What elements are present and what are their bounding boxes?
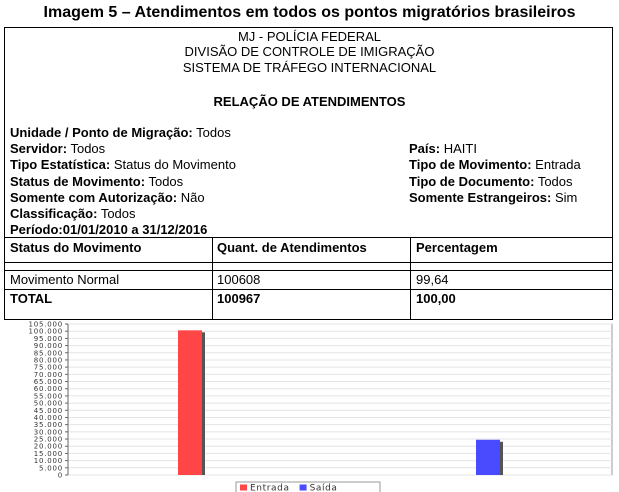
field-value: Status do Movimento bbox=[113, 157, 236, 173]
legend-box bbox=[235, 481, 381, 492]
rule bbox=[4, 289, 613, 290]
field-label: Somente com Autorização: bbox=[10, 189, 178, 205]
table-header: Percentagem bbox=[416, 240, 498, 255]
field: Unidade / Ponto de Migração: Todos bbox=[10, 125, 231, 140]
field-label: Tipo de Movimento: bbox=[409, 157, 532, 173]
y-tick-label: 40.000 bbox=[34, 414, 63, 422]
table-cell: 100608 bbox=[217, 272, 261, 287]
field-label: Classificação: bbox=[10, 206, 98, 221]
field-label: Unidade / Ponto de Migração: bbox=[10, 125, 193, 140]
field-value: Todos bbox=[70, 141, 106, 157]
field: Período:01/01/2010 a 31/12/2016 bbox=[10, 222, 207, 237]
y-tick-label: 80.000 bbox=[34, 356, 63, 364]
y-tick-label: 65.000 bbox=[34, 378, 63, 386]
y-tick-label: 10.000 bbox=[34, 457, 63, 465]
bar-shadow bbox=[201, 332, 205, 475]
y-tick-label: 105.000 bbox=[28, 321, 63, 329]
field-value: 01/01/2010 a 31/12/2016 bbox=[62, 222, 208, 238]
y-tick-label: 85.000 bbox=[34, 349, 63, 357]
field: Servidor: Todos bbox=[10, 141, 105, 156]
field: Classificação: Todos bbox=[10, 206, 136, 221]
field-value: HAITI bbox=[443, 141, 477, 157]
legend-label: Entrada bbox=[250, 484, 290, 492]
field-label: Período: bbox=[10, 222, 63, 238]
field: Tipo de Movimento: Entrada bbox=[409, 157, 581, 172]
bar-shadow bbox=[499, 441, 503, 475]
field-label: Tipo Estatística: bbox=[10, 157, 111, 173]
field-label: Tipo de Documento: bbox=[409, 173, 535, 189]
legend-swatch bbox=[299, 484, 307, 491]
y-tick-label: 30.000 bbox=[34, 428, 63, 436]
field: Tipo de Documento: Todos bbox=[409, 174, 573, 189]
field: Somente Estrangeiros: Sim bbox=[409, 190, 577, 205]
chart: 05.00010.00015.00020.00025.00030.00035.0… bbox=[28, 321, 613, 492]
y-tick-label: 55.000 bbox=[34, 392, 63, 400]
plot-area bbox=[67, 323, 613, 476]
field-value: Entrada bbox=[535, 157, 581, 173]
header-line: DIVISÃO DE CONTROLE DE IMIGRAÇÃO bbox=[184, 44, 435, 59]
y-tick-label: 45.000 bbox=[34, 407, 63, 415]
report-title: RELAÇÃO DE ATENDIMENTOS bbox=[213, 94, 406, 109]
table-header: Status do Movimento bbox=[10, 240, 142, 255]
y-tick-label: 15.000 bbox=[34, 450, 63, 458]
legend-swatch bbox=[240, 484, 247, 491]
field: Tipo Estatística: Status do Movimento bbox=[10, 157, 236, 172]
y-tick-label: 100.000 bbox=[28, 328, 63, 336]
field: País: HAITI bbox=[409, 141, 477, 156]
field-label: Somente Estrangeiros: bbox=[409, 189, 552, 205]
y-tick-label: 75.000 bbox=[34, 364, 63, 372]
y-tick-label: 50.000 bbox=[34, 400, 63, 408]
header-line: SISTEMA DE TRÁFEGO INTERNACIONAL bbox=[182, 60, 437, 75]
y-tick-label: 35.000 bbox=[34, 421, 63, 429]
rule bbox=[4, 237, 613, 238]
field-value: Não bbox=[180, 189, 205, 205]
table-cell: 100,00 bbox=[416, 291, 456, 306]
y-tick-label: 90.000 bbox=[34, 342, 63, 350]
field: Somente com Autorização: Não bbox=[10, 190, 205, 205]
y-tick-label: 25.000 bbox=[34, 436, 63, 444]
table-cell: TOTAL bbox=[10, 291, 53, 306]
header-line: MJ - POLÍCIA FEDERAL bbox=[237, 29, 382, 44]
y-tick-label: 70.000 bbox=[34, 371, 63, 379]
field: Status de Movimento: Todos bbox=[10, 174, 183, 189]
rule bbox=[4, 262, 613, 263]
title: Imagem 5 – Atendimentos em todos os pont… bbox=[43, 4, 576, 21]
rule bbox=[4, 270, 613, 271]
rule bbox=[410, 237, 411, 320]
field-label: País: bbox=[409, 141, 441, 157]
bar bbox=[476, 439, 500, 475]
table-cell: Movimento Normal bbox=[10, 272, 120, 287]
y-tick-label: 5.000 bbox=[39, 464, 63, 472]
field-label: Servidor: bbox=[10, 141, 68, 157]
bar bbox=[178, 330, 202, 475]
field-value: Todos bbox=[537, 173, 573, 189]
field-value: Sim bbox=[554, 189, 578, 205]
legend-label: Saída bbox=[310, 484, 338, 492]
rule bbox=[212, 237, 213, 320]
y-tick-label: 95.000 bbox=[34, 335, 63, 343]
table-cell: 100967 bbox=[217, 291, 261, 306]
report-box bbox=[4, 27, 613, 320]
table-cell: 99,64 bbox=[416, 272, 449, 287]
y-tick-label: 20.000 bbox=[34, 443, 63, 451]
table-header: Quant. de Atendimentos bbox=[217, 240, 367, 255]
y-tick-label: 0 bbox=[58, 472, 63, 480]
field-value: Todos bbox=[196, 125, 231, 140]
y-tick-label: 60.000 bbox=[34, 385, 63, 393]
field-value: Todos bbox=[148, 173, 184, 189]
field-value: Todos bbox=[100, 206, 136, 221]
field-label: Status de Movimento: bbox=[10, 173, 146, 189]
